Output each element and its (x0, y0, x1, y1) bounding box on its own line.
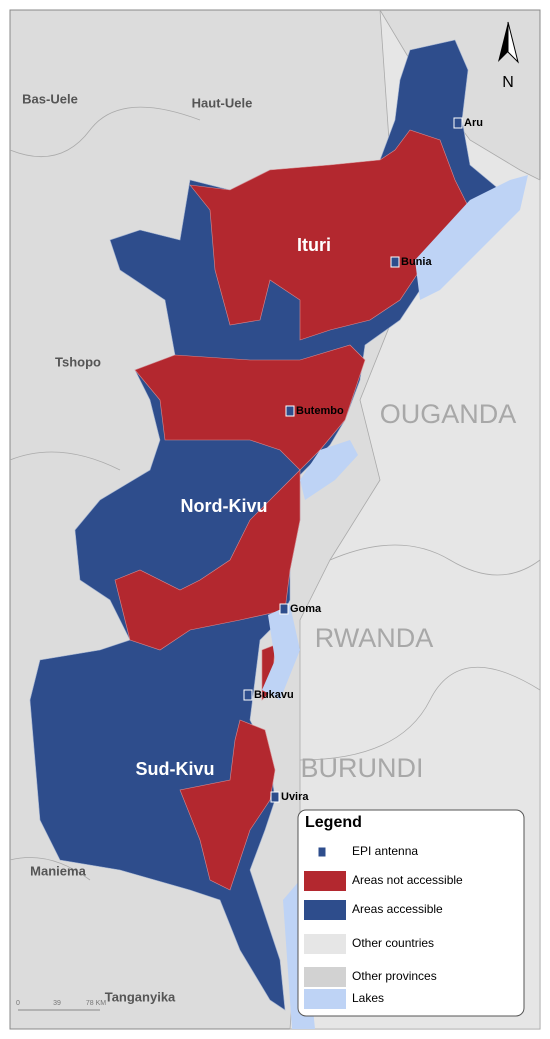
legend-swatch (304, 934, 346, 954)
neighbor-province: Bas-Uele (22, 91, 78, 106)
area-not-accessible (114, 469, 301, 651)
province-label: Nord-Kivu (181, 496, 268, 516)
neighbor-province: Tanganyika (105, 989, 176, 1004)
neighbor-province: Maniema (30, 863, 86, 878)
neighbor-province: Haut-Uele (192, 95, 253, 110)
legend-swatch (304, 900, 346, 920)
scale-bar: 0 39 78 KM (16, 1000, 106, 1011)
legend-box (297, 809, 525, 1017)
legend-title: Legend (305, 814, 362, 831)
scale-label: 0 (16, 1000, 20, 1007)
legend-label: EPI antenna (352, 844, 418, 858)
antenna-icon (243, 689, 253, 701)
legend-label: Other countries (352, 936, 434, 950)
antenna-icon (285, 405, 295, 417)
antenna-icon (453, 117, 463, 129)
antenna-icon (390, 256, 400, 268)
legend-swatch (304, 989, 346, 1009)
legend-label: Other provinces (352, 969, 437, 983)
city-label: Butembo (296, 405, 344, 417)
legend-label: Areas not accessible (352, 873, 463, 887)
antenna-icon (317, 846, 327, 858)
legend-label: Areas accessible (352, 902, 443, 916)
city-label: Bunia (401, 256, 432, 268)
cities: Aru Bunia Butembo Goma Bukavu Uvira (243, 117, 483, 803)
lake (415, 175, 528, 300)
lake (262, 605, 300, 700)
scale-label: 39 (53, 1000, 61, 1007)
north-arrow: N (498, 21, 519, 91)
city-label: Uvira (281, 791, 309, 803)
area-not-accessible (179, 719, 276, 891)
legend-swatch (304, 967, 346, 987)
country-label: RWANDA (315, 623, 434, 653)
country-label: OUGANDA (380, 399, 517, 429)
north-label: N (502, 74, 514, 91)
city-label: Goma (290, 603, 322, 615)
country-label: BURUNDI (300, 753, 423, 783)
province-label: Ituri (297, 235, 331, 255)
lake (300, 440, 358, 500)
legend: Legend EPI antenna Areas not accessible Ar… (297, 809, 525, 1017)
antenna-icon (270, 791, 280, 803)
city-label: Bukavu (254, 689, 294, 701)
legend-swatch (304, 871, 346, 891)
borders (9, 106, 541, 881)
neighbor-province: Tshopo (55, 354, 101, 369)
legend-label: Lakes (352, 991, 384, 1005)
antenna-icon (279, 603, 289, 615)
scale-label: 78 KM (86, 1000, 106, 1007)
city-label: Aru (464, 117, 483, 129)
province-label: Sud-Kivu (136, 759, 215, 779)
